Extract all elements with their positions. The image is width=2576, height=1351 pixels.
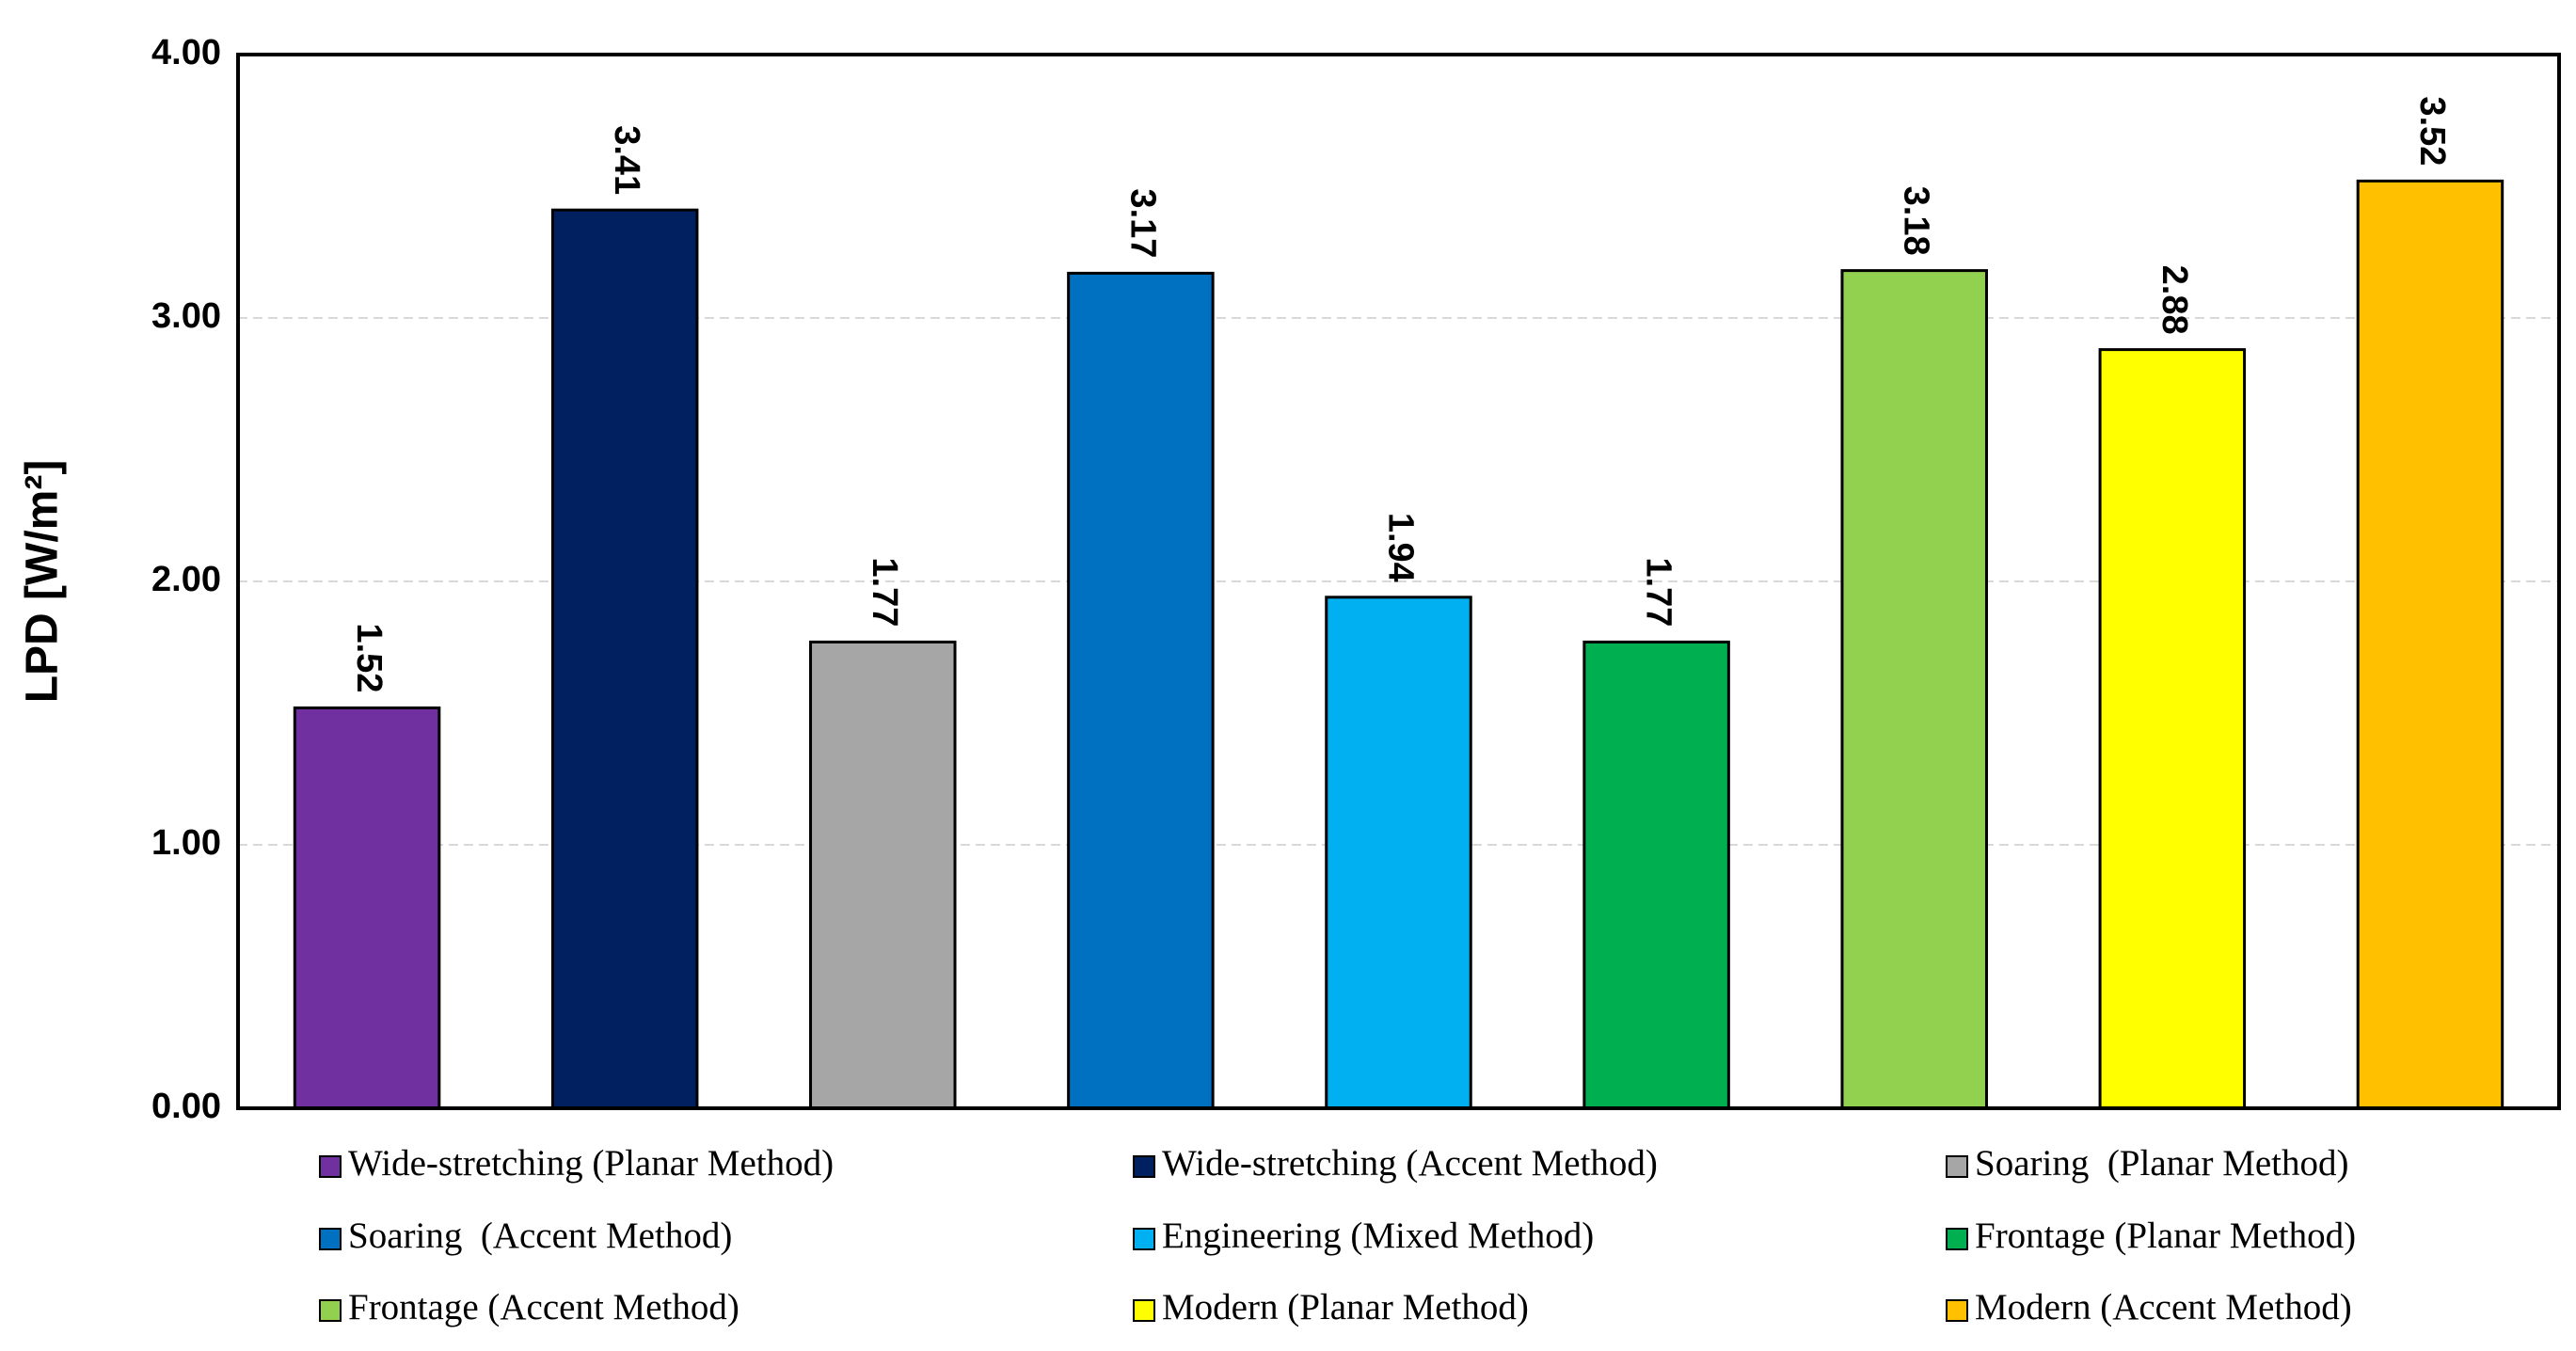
y-tick-label: 3.00 — [151, 296, 221, 336]
legend-swatch — [319, 1228, 342, 1250]
legend-swatch — [319, 1155, 342, 1178]
legend-label: Wide-stretching (Planar Method) — [348, 1143, 834, 1184]
data-label: 3.52 — [2412, 96, 2452, 166]
legend-swatch — [1946, 1155, 1968, 1178]
legend-swatch — [1133, 1228, 1155, 1250]
legend-swatch — [319, 1299, 342, 1322]
legend-label: Modern (Accent Method) — [1975, 1287, 2352, 1327]
legend-swatch — [1946, 1299, 1968, 1322]
data-label: 1.77 — [1639, 557, 1678, 627]
bar — [809, 640, 957, 1110]
data-label: 3.17 — [1122, 188, 1162, 258]
data-label: 1.52 — [349, 623, 389, 692]
data-label: 3.18 — [1897, 186, 1936, 256]
data-label: 1.94 — [1380, 513, 1420, 582]
legend-swatch — [1946, 1228, 1968, 1250]
y-tick-label: 4.00 — [151, 33, 221, 72]
bar — [1840, 269, 1988, 1110]
y-tick-label: 0.00 — [151, 1087, 221, 1126]
y-tick-label: 1.00 — [151, 823, 221, 863]
legend-label: Engineering (Mixed Method) — [1162, 1216, 1594, 1256]
bar — [1067, 271, 1215, 1110]
bar — [1325, 596, 1472, 1110]
bar — [550, 208, 699, 1110]
legend-label: Soaring (Planar Method) — [1975, 1143, 2349, 1184]
data-label: 2.88 — [2155, 265, 2194, 335]
y-axis-label: LPD [W/m²] — [18, 460, 68, 704]
y-tick-label: 2.00 — [151, 560, 221, 599]
bar — [293, 706, 441, 1110]
legend-label: Frontage (Planar Method) — [1975, 1216, 2356, 1256]
bar — [2098, 348, 2247, 1110]
bar — [2356, 179, 2504, 1110]
legend-swatch — [1133, 1155, 1155, 1178]
legend-swatch — [1133, 1299, 1155, 1322]
data-label: 1.77 — [865, 557, 904, 627]
legend-label: Frontage (Accent Method) — [348, 1287, 739, 1327]
plot-frame — [236, 53, 2561, 1110]
bar — [1582, 640, 1730, 1110]
legend-label: Soaring (Accent Method) — [348, 1216, 732, 1256]
data-label: 3.41 — [607, 125, 646, 195]
legend-label: Modern (Planar Method) — [1162, 1287, 1529, 1327]
legend-label: Wide-stretching (Accent Method) — [1162, 1143, 1658, 1184]
